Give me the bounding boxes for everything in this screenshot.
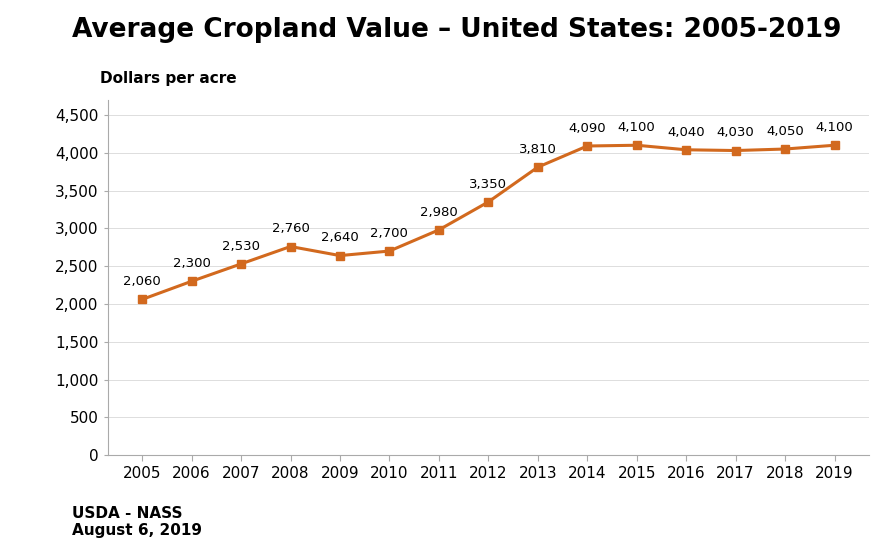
Text: 3,810: 3,810 [519,143,556,156]
Text: Average Cropland Value – United States: 2005-2019: Average Cropland Value – United States: … [72,17,841,43]
Text: 4,100: 4,100 [618,121,656,134]
Text: 4,100: 4,100 [815,121,853,134]
Text: 3,350: 3,350 [470,178,507,191]
Text: 2,530: 2,530 [222,240,260,253]
Text: 2,060: 2,060 [124,275,161,288]
Text: 2,300: 2,300 [173,257,211,270]
Text: 2,640: 2,640 [321,231,358,244]
Text: Dollars per acre: Dollars per acre [100,70,237,85]
Text: 4,050: 4,050 [766,125,804,138]
Text: 4,040: 4,040 [668,125,705,139]
Text: 2,700: 2,700 [370,227,409,240]
Text: 2,760: 2,760 [271,223,309,235]
Text: 4,090: 4,090 [568,122,606,135]
Text: 4,030: 4,030 [717,127,754,139]
Text: USDA - NASS
August 6, 2019: USDA - NASS August 6, 2019 [72,506,202,538]
Text: 2,980: 2,980 [420,206,458,219]
